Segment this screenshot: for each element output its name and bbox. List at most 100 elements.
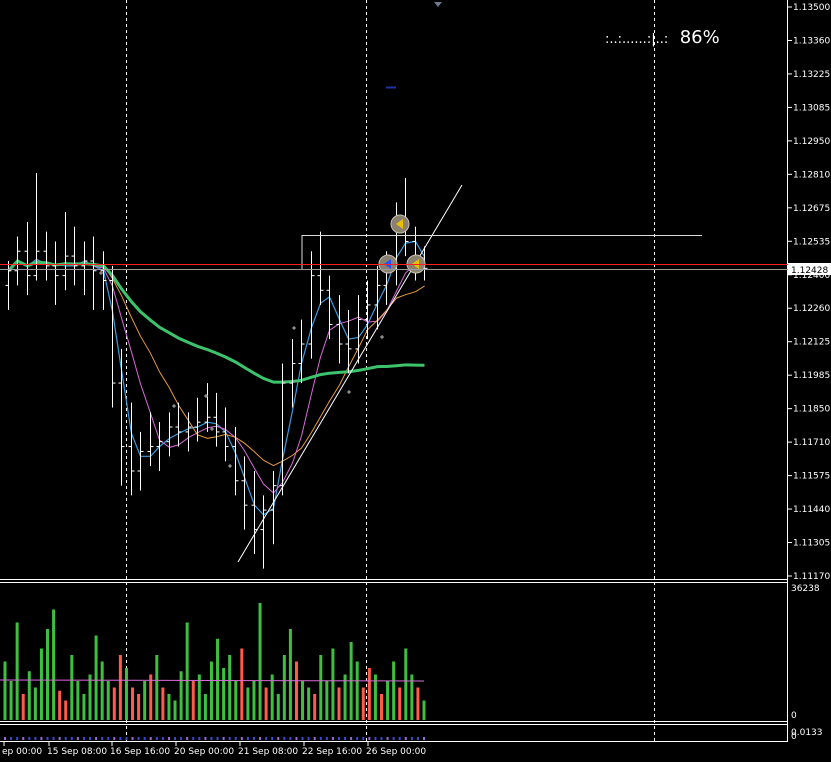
- price-tick-label: 1.11305: [793, 539, 830, 549]
- volume-bar: [361, 687, 365, 720]
- ohlc-bar: [374, 265, 381, 330]
- trade-signal-icon[interactable]: [390, 214, 410, 234]
- volume-bar: [64, 700, 68, 720]
- volume-bar: [100, 661, 104, 720]
- volume-bar: [325, 681, 329, 720]
- chart-shift-marker[interactable]: [434, 2, 442, 7]
- volume-bar: [234, 681, 238, 720]
- session-separators: [126, 0, 655, 742]
- volume-bar: [313, 694, 317, 720]
- ohlc-bar: [118, 348, 125, 486]
- volume-ma-line: [0, 679, 425, 682]
- oscillator-bar: [204, 737, 207, 740]
- oscillator-bar: [313, 737, 316, 740]
- volume-bar: [118, 655, 122, 720]
- oscillator-bar: [101, 737, 104, 740]
- oscillator-bar: [119, 737, 122, 740]
- fractal-marker: [203, 393, 209, 399]
- ma-long-line: [7, 259, 425, 384]
- volume-bar: [46, 629, 50, 720]
- ohlc-bar: [175, 402, 182, 447]
- ohlc-bar: [345, 309, 352, 374]
- osc-axis-top: 0.0133: [791, 728, 823, 738]
- ohlc-bar: [260, 495, 267, 569]
- oscillator-bar: [58, 737, 61, 740]
- oscillator-bar: [64, 737, 67, 740]
- oscillator-bar: [283, 737, 286, 740]
- time-axis[interactable]: ep 00:00 15 Sep 08:00 16 Sep 16:00 20 Sep 0…: [2, 742, 426, 757]
- ohlc-bar: [52, 241, 59, 305]
- volume-bar: [246, 687, 250, 720]
- oscillator-bar: [210, 737, 213, 740]
- ohlc-bar: [213, 392, 220, 447]
- oscillator-bar: [198, 737, 201, 740]
- oscillator-bar: [404, 737, 407, 740]
- price-tick-label: 1.13360: [793, 36, 830, 46]
- oscillator-bar: [89, 737, 92, 740]
- oscillator-bar: [240, 737, 243, 740]
- oscillator-bar: [107, 737, 110, 740]
- oscillator-bar: [301, 737, 304, 740]
- ohlc-bar: [62, 212, 69, 291]
- volume-bar: [331, 648, 335, 720]
- volume-bar: [58, 690, 62, 720]
- volume-bar: [216, 638, 220, 720]
- volume-bar: [288, 629, 292, 720]
- ohlc-bar: [241, 456, 248, 530]
- volume-bar: [76, 681, 80, 720]
- trend-line[interactable]: [237, 184, 463, 563]
- price-axis[interactable]: 1.13500 1.13360 1.13225 1.13085 1.12950 1.128…: [788, 3, 830, 582]
- fractal-marker: [98, 270, 104, 276]
- volume-axis-max: 36238: [791, 584, 820, 594]
- ohlc-bar: [364, 280, 371, 340]
- oscillator-bar: [356, 737, 359, 740]
- price-tick-label: 1.13085: [793, 103, 830, 113]
- oscillator-bar: [16, 737, 19, 740]
- ohlc-bar: [81, 241, 88, 296]
- price-tick-label: 1.12400: [793, 271, 830, 281]
- volume-bar: [379, 694, 383, 720]
- oscillator-bar: [362, 737, 365, 740]
- oscillator-bar: [380, 737, 383, 740]
- volume-bar: [82, 694, 86, 720]
- volume-bar: [167, 694, 171, 720]
- oscillator-bar: [222, 737, 225, 740]
- oscillator-bar: [277, 737, 280, 740]
- volume-bar: [301, 681, 305, 720]
- ohlc-bar: [289, 339, 296, 408]
- volume-bar: [270, 674, 274, 720]
- oscillator-bar: [228, 737, 231, 740]
- time-tick-label: 20 Sep 00:00: [174, 747, 234, 757]
- volume-bar: [88, 674, 92, 720]
- oscillator-bar: [192, 737, 195, 740]
- price-tick-label: 1.11440: [793, 505, 830, 515]
- volume-bar: [294, 661, 298, 720]
- time-tick-label: 16 Sep 16:00: [110, 747, 170, 757]
- oscillator-bar: [131, 737, 134, 740]
- oscillator-bar: [271, 737, 274, 740]
- volume-bar: [307, 687, 311, 720]
- volume-bars: [0, 603, 426, 740]
- oscillator-bar: [167, 737, 170, 740]
- price-bars: [5, 173, 428, 569]
- volume-bar: [416, 687, 420, 720]
- volume-bar: [398, 687, 402, 720]
- price-tick-label: 1.11985: [793, 371, 830, 381]
- volume-bar: [15, 622, 19, 720]
- price-tick-label: 1.12810: [793, 170, 830, 180]
- volume-bar: [203, 694, 207, 720]
- price-tick-label: 1.13225: [793, 70, 830, 80]
- moving-averages: [7, 240, 426, 516]
- volume-bar: [404, 648, 408, 720]
- oscillator-bar: [76, 737, 79, 740]
- chart-objects: [98, 86, 702, 563]
- volume-bar: [70, 655, 74, 720]
- fractal-marker: [346, 389, 352, 395]
- volume-bar: [410, 674, 414, 720]
- ohlc-bar: [14, 236, 21, 286]
- volume-bar: [386, 681, 390, 720]
- oscillator-bar: [28, 737, 31, 740]
- volume-bar: [367, 668, 371, 720]
- ohlc-bar: [222, 407, 229, 462]
